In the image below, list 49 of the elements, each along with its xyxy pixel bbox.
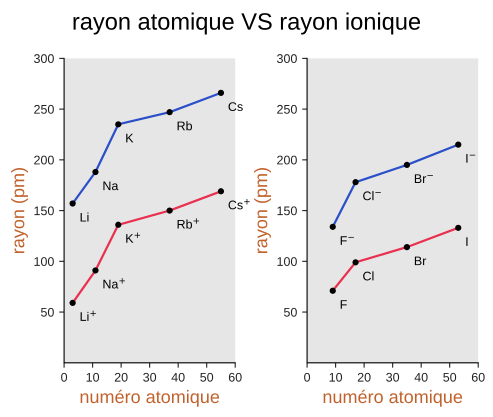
annotation: Br (414, 256, 426, 266)
y-tick-label: 50 (284, 308, 297, 317)
chart-title: rayon atomique VS rayon ionique (74, 12, 420, 35)
y-tick-label: 300 (276, 54, 297, 64)
y-tick-label: 150 (34, 206, 54, 216)
annotation: Cl (363, 271, 374, 281)
x-tick-label: 60 (228, 372, 242, 382)
x-axis-title: numéro atomique (80, 390, 220, 407)
y-tick-label: 100 (34, 257, 54, 266)
annotation: K (126, 134, 134, 142)
annotation: Na$^{+}$ (103, 278, 125, 289)
x-tick-label: 0 (61, 372, 68, 382)
x-tick-label: 10 (330, 372, 342, 382)
y-tick-label: 100 (277, 257, 297, 266)
x-tick-label: 0 (304, 372, 310, 382)
annotation: Cl$^{−}$ (363, 191, 381, 200)
y-tick-label: 200 (34, 156, 54, 164)
x-tick-label: 40 (172, 372, 185, 382)
annotation: Cs$^{+}$ (228, 198, 250, 210)
y-axis-title: rayon (pm) (11, 168, 28, 254)
x-tick-label: 20 (358, 372, 371, 382)
y-tick-label: 250 (277, 104, 297, 114)
y-tick-label: 300 (34, 54, 54, 64)
annotation: Br$^{−}$ (414, 174, 433, 183)
annotation: Rb (178, 121, 192, 130)
annotation: F (340, 300, 347, 309)
x-tick-label: 50 (200, 372, 214, 382)
x-tick-label: 40 (414, 372, 428, 382)
y-tick-label: 250 (34, 104, 54, 114)
y-tick-label: 50 (40, 308, 54, 317)
annotation: Rb$^{+}$ (178, 218, 200, 229)
annotation: I$^{−}$ (466, 154, 476, 163)
x-tick-label: 30 (143, 372, 156, 382)
x-tick-label: 10 (86, 372, 100, 382)
annotation: F$^{−}$ (340, 236, 354, 245)
y-tick-label: 200 (277, 156, 297, 164)
x-tick-label: 20 (114, 372, 128, 382)
x-tick-label: 50 (443, 372, 456, 382)
annotation: Li (80, 212, 88, 222)
annotation: Cs (228, 102, 243, 112)
annotation: Na (103, 181, 118, 190)
y-axis-title: rayon (pm) (254, 168, 271, 254)
x-tick-label: 60 (472, 372, 485, 382)
annotation: Li$^{+}$ (80, 310, 96, 321)
annotation: K$^{+}$ (126, 232, 140, 243)
annotation: I (466, 237, 468, 246)
y-tick-label: 150 (277, 206, 297, 216)
x-axis-title: numéro atomique (324, 390, 462, 407)
x-tick-label: 30 (386, 372, 400, 382)
